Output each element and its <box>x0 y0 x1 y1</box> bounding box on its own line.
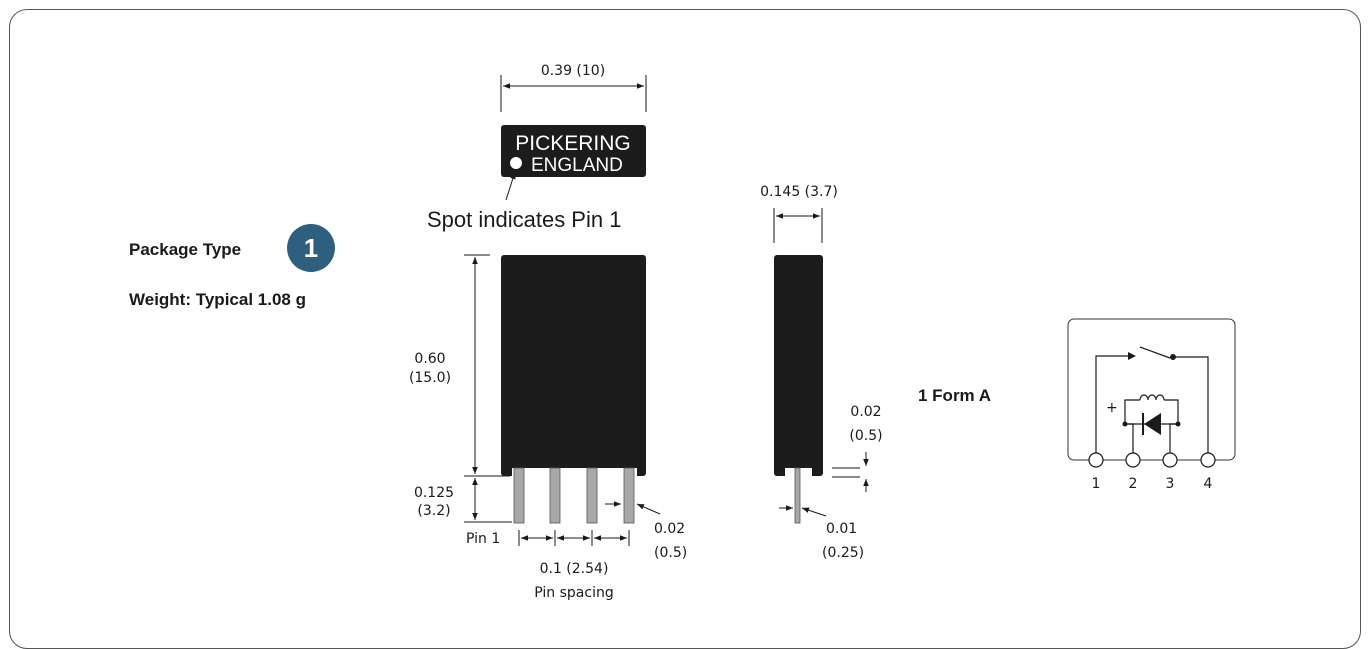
pin-spacing-dim: 0.1 (2.54) <box>540 561 609 577</box>
weight-label: Weight: Typical 1.08 g <box>129 290 306 309</box>
schematic-pin-1: 1 <box>1092 476 1101 492</box>
front-pins <box>513 467 635 524</box>
brand-marking: PICKERING <box>515 132 631 155</box>
top-width-dim: 0.39 (10) <box>541 63 605 79</box>
pin-length-in: 0.125 <box>414 485 454 501</box>
height-mm: (15.0) <box>409 370 451 386</box>
pin-width-in: 0.02 <box>654 521 685 537</box>
pin-length-mm: (3.2) <box>417 503 450 519</box>
standoff-mm: (0.5) <box>849 428 882 444</box>
origin-marking: ENGLAND <box>531 155 623 176</box>
pin1-label: Pin 1 <box>466 531 500 547</box>
package-type-label: Package Type <box>129 240 241 259</box>
pin-thk-mm: (0.25) <box>822 545 864 561</box>
front-view-body <box>501 255 646 476</box>
pin-thk-in: 0.01 <box>826 521 857 537</box>
side-view-body <box>774 255 823 476</box>
plus-sign: + <box>1106 400 1118 416</box>
pin1-spot <box>510 157 522 169</box>
top-view-body: PICKERING ENGLAND <box>501 125 646 177</box>
package-type-number: 1 <box>304 233 318 263</box>
spot-leader <box>505 171 516 201</box>
package-type-badge: 1 <box>287 224 335 272</box>
schematic-pin-2: 2 <box>1129 476 1138 492</box>
form-label: 1 Form A <box>918 386 991 405</box>
relay-drawing: Package Type 1 Weight: Typical 1.08 g 0.… <box>129 63 1236 601</box>
pin-width-mm: (0.5) <box>654 545 687 561</box>
pin-spacing-label: Pin spacing <box>534 585 613 601</box>
side-depth-dim: 0.145 (3.7) <box>760 184 838 200</box>
height-in: 0.60 <box>414 351 445 367</box>
schematic-pin-4: 4 <box>1204 476 1213 492</box>
spot-note: Spot indicates Pin 1 <box>427 207 621 232</box>
standoff-in: 0.02 <box>850 404 881 420</box>
schematic-pin-3: 3 <box>1166 476 1175 492</box>
side-pin <box>794 467 801 524</box>
relay-schematic: + 1 2 3 4 <box>1067 318 1236 492</box>
